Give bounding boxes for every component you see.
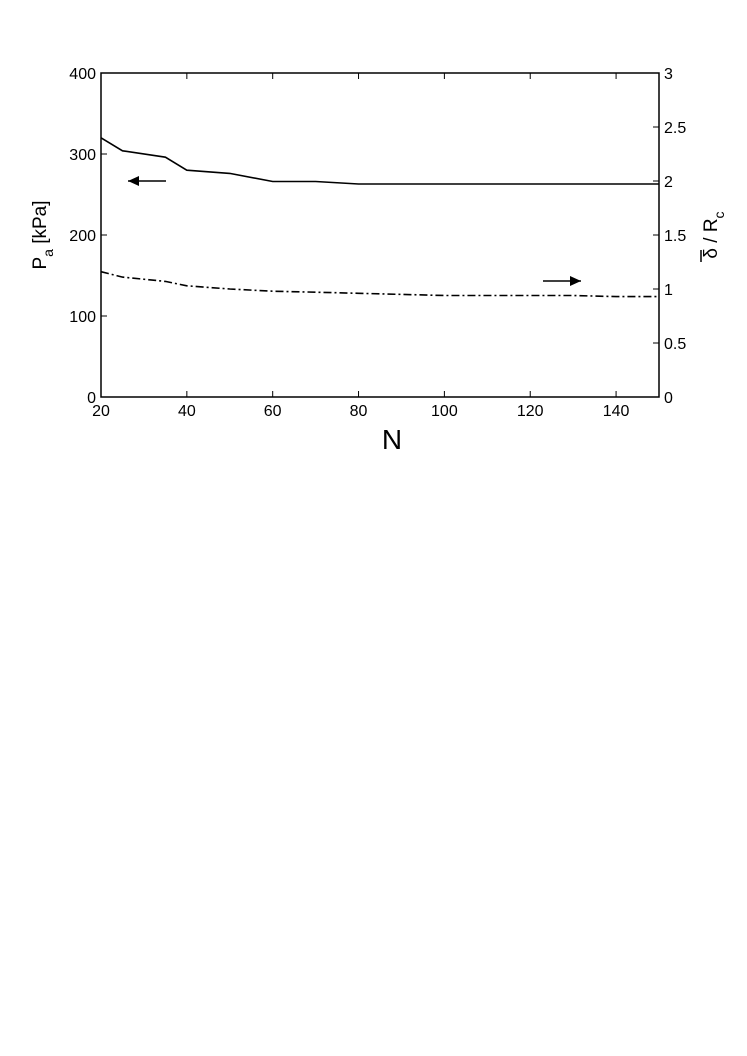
right-y-axis-label: δ / Rc (701, 211, 727, 258)
right-y-tick-label: 3 (664, 66, 673, 83)
left-y-tick-label: 400 (69, 66, 96, 83)
left-axis-arrow-head (128, 176, 139, 186)
x-tick-label: 20 (92, 403, 110, 420)
left-axis-arrow (128, 176, 166, 186)
left-y-tick-label: 300 (69, 147, 96, 164)
right-axis-arrow (543, 276, 581, 286)
right-y-tick-label: 1 (664, 282, 673, 299)
right-y-tick-label: 2 (664, 174, 673, 191)
right-y-tick-label: 0 (664, 390, 673, 407)
right-y-tick-label: 1.5 (664, 228, 686, 245)
series-line-pressure (100, 137, 659, 185)
right-y-tick-label: 0.5 (664, 336, 686, 353)
left-y-tick-label: 0 (87, 390, 96, 407)
left-y-tick-label: 100 (69, 309, 96, 326)
x-axis-label: N (382, 424, 402, 455)
x-tick-label: 140 (603, 403, 630, 420)
x-tick-label: 120 (517, 403, 544, 420)
series-line-delta-ratio (100, 270, 659, 298)
right-axis-arrow-head (570, 276, 581, 286)
x-tick-label: 80 (350, 403, 368, 420)
x-tick-label: 100 (431, 403, 458, 420)
plot-area: 20 40 60 80 100 120 140 0 100 200 300 400 0 0.5 1 1.5 2 2… (69, 66, 686, 420)
x-tick-label: 60 (264, 403, 282, 420)
left-y-tick-label: 200 (69, 228, 96, 245)
x-tick-label: 40 (178, 403, 196, 420)
right-y-tick-label: 2.5 (664, 120, 686, 137)
left-y-axis-label: Pa [kPa] (30, 200, 56, 269)
